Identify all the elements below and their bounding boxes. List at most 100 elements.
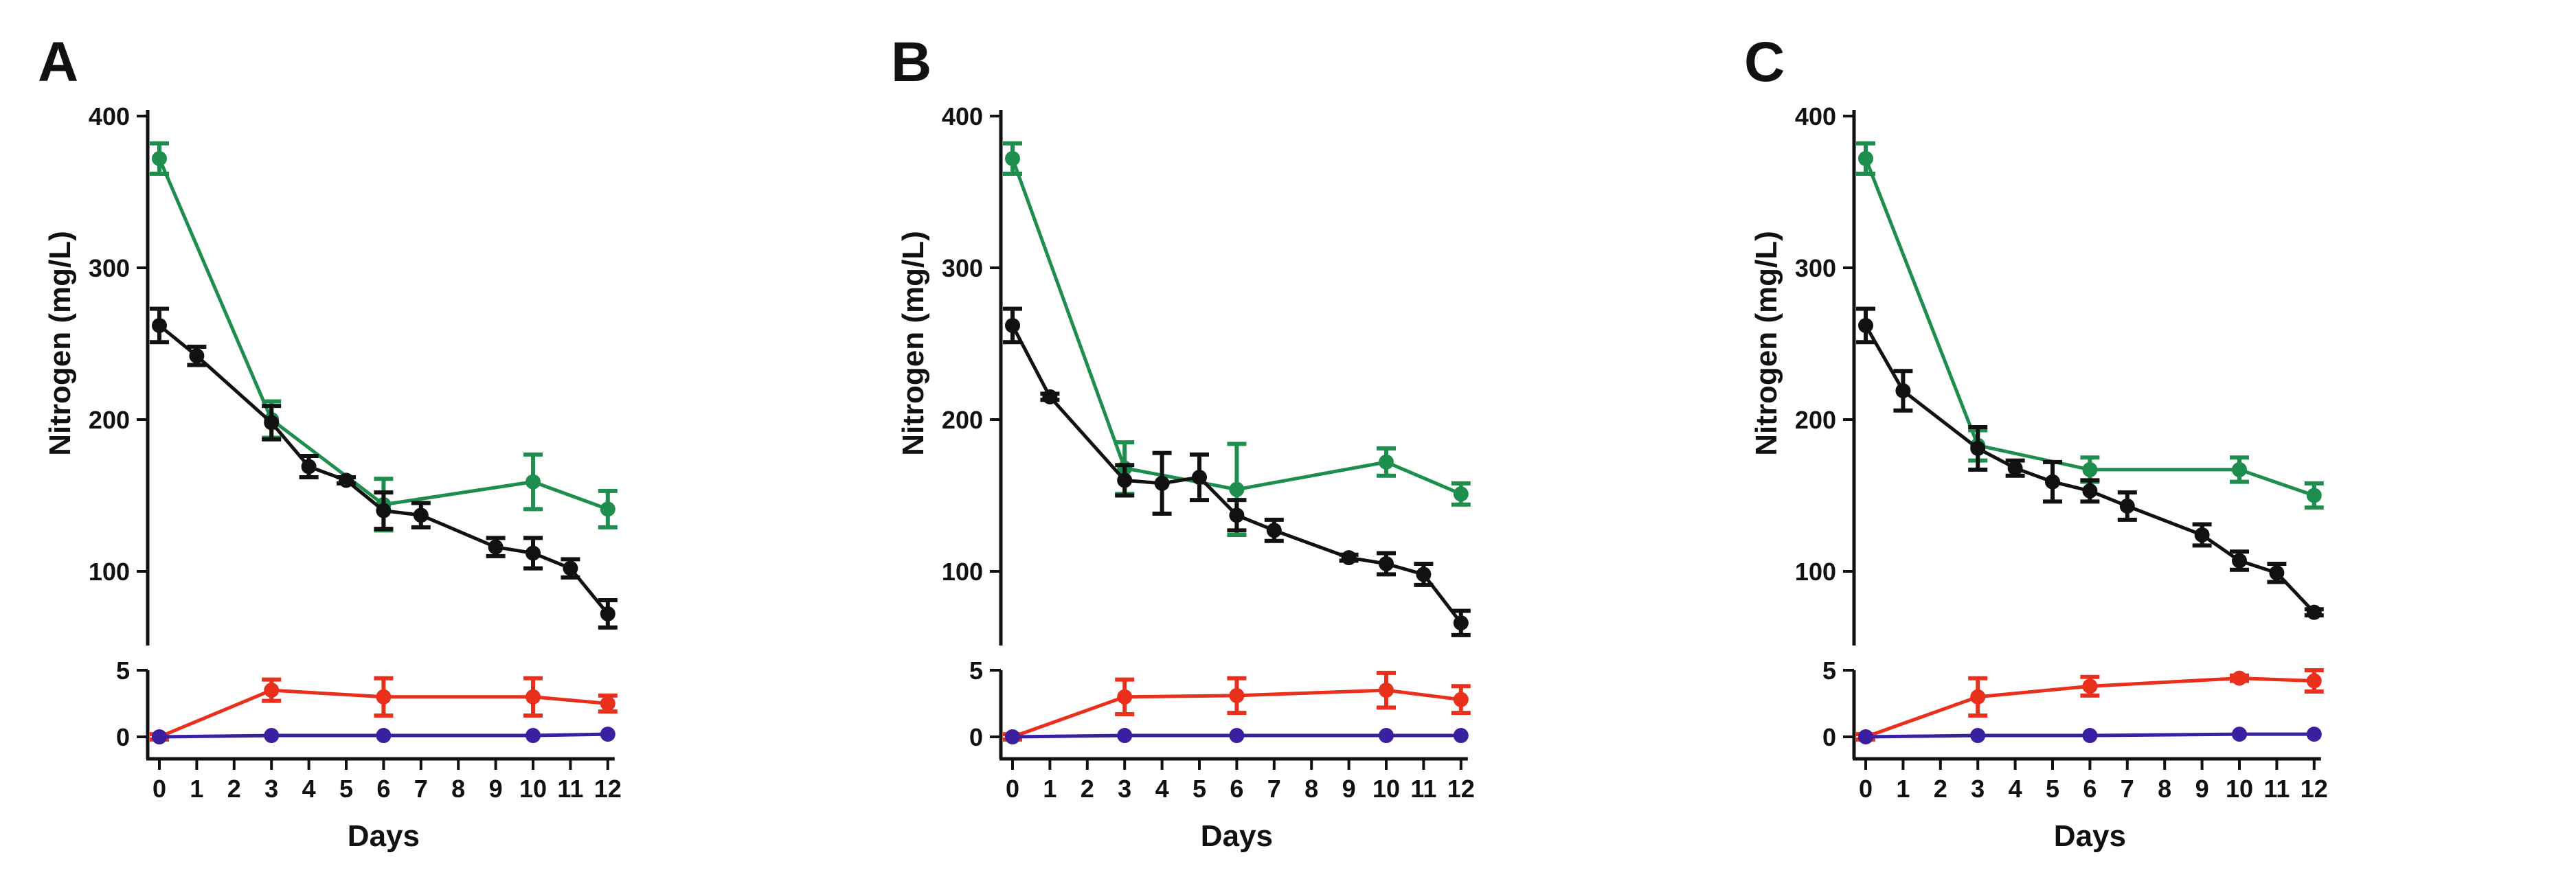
data-point-red (2082, 678, 2098, 694)
y-tick-label: 200 (942, 406, 983, 434)
x-axis-title: Days (348, 819, 420, 853)
x-tick-label: 4 (1155, 775, 1169, 803)
data-point-black (1341, 550, 1357, 566)
y-axis-title: Nitrogen (mg/L) (896, 231, 930, 456)
y-tick-label: 200 (89, 406, 130, 434)
x-tick-label: 11 (557, 775, 583, 803)
x-tick-label: 9 (2195, 775, 2209, 803)
panel-label: A (38, 31, 78, 93)
y-tick-label: 0 (116, 723, 130, 751)
x-tick-label: 11 (1410, 775, 1436, 803)
x-tick-label: 10 (1372, 775, 1400, 803)
series-green (1003, 141, 1471, 537)
data-point-black (526, 545, 541, 561)
data-point-green (1005, 150, 1020, 166)
data-point-black (2082, 483, 2098, 499)
x-tick-label: 7 (1267, 775, 1281, 803)
y-tick-label: 300 (89, 254, 130, 282)
x-tick-label: 9 (1342, 775, 1356, 803)
y-tick-label: 100 (89, 558, 130, 586)
data-point-black (1970, 440, 1986, 456)
y-tick-label: 5 (116, 657, 130, 685)
y-axis-title: Nitrogen (mg/L) (1750, 231, 1783, 456)
data-point-purple (264, 728, 280, 744)
panel-label: B (891, 31, 931, 93)
data-point-black (600, 606, 615, 621)
x-tick-label: 12 (1447, 775, 1475, 803)
x-tick-label: 4 (2009, 775, 2022, 803)
data-point-red (2232, 670, 2247, 686)
x-tick-label: 12 (594, 775, 622, 803)
x-tick-label: 0 (1859, 775, 1873, 803)
x-tick-label: 5 (339, 775, 353, 803)
data-point-black (1117, 472, 1133, 488)
x-tick-label: 11 (2263, 775, 2290, 803)
data-point-black (563, 560, 578, 576)
data-point-green (1229, 481, 1245, 497)
panel-label: C (1744, 31, 1785, 93)
data-point-black (2194, 527, 2210, 543)
data-point-purple (2306, 727, 2322, 742)
data-point-black (1154, 475, 1170, 491)
data-point-green (1858, 150, 1873, 166)
data-point-purple (1005, 729, 1020, 744)
data-point-black (2306, 604, 2322, 620)
x-tick-label: 1 (1043, 775, 1057, 803)
x-tick-label: 2 (227, 775, 241, 803)
data-point-purple (376, 728, 392, 744)
data-point-black (152, 317, 167, 333)
data-point-black (376, 503, 392, 518)
data-point-purple (1379, 728, 1394, 744)
data-point-red (2306, 673, 2322, 689)
y-tick-label: 400 (1795, 102, 1836, 130)
y-tick-label: 5 (969, 657, 983, 685)
data-point-black (2045, 474, 2060, 490)
data-point-black (1266, 523, 1282, 538)
x-tick-label: 8 (451, 775, 465, 803)
x-tick-label: 6 (1230, 775, 1243, 803)
x-tick-label: 4 (302, 775, 316, 803)
data-point-black (1042, 389, 1058, 404)
x-tick-label: 2 (1934, 775, 1947, 803)
y-tick-label: 300 (1795, 254, 1836, 282)
data-point-green (1379, 454, 1394, 470)
data-point-black (1895, 383, 1911, 399)
series-purple (152, 727, 615, 744)
data-point-purple (152, 729, 167, 744)
data-point-purple (1117, 728, 1133, 744)
x-tick-label: 2 (1081, 775, 1094, 803)
data-point-red (600, 696, 615, 711)
y-tick-label: 0 (969, 723, 983, 751)
data-point-black (301, 459, 317, 475)
series-green (150, 141, 618, 533)
y-tick-label: 200 (1795, 406, 1836, 434)
y-tick-label: 400 (89, 102, 130, 130)
x-tick-label: 10 (2226, 775, 2253, 803)
x-tick-label: 3 (264, 775, 278, 803)
data-point-purple (2082, 728, 2098, 744)
data-point-green (152, 150, 167, 166)
y-tick-label: 100 (942, 558, 983, 586)
x-tick-label: 0 (1006, 775, 1019, 803)
series-black (1856, 306, 2324, 620)
data-point-black (1379, 556, 1394, 571)
data-point-black (1005, 317, 1020, 333)
y-axis-title: Nitrogen (mg/L) (43, 231, 77, 456)
data-point-red (1229, 687, 1245, 703)
x-axis-title: Days (2054, 819, 2126, 853)
series-green (1856, 141, 2324, 510)
x-axis-title: Days (1201, 819, 1273, 853)
data-point-green (526, 474, 541, 490)
data-point-black (2119, 498, 2135, 514)
series-black (150, 306, 618, 630)
data-point-black (1858, 317, 1873, 333)
y-tick-label: 0 (1822, 723, 1836, 751)
data-point-black (339, 472, 354, 488)
data-point-black (1416, 567, 1432, 582)
data-point-red (264, 683, 280, 698)
x-tick-label: 6 (376, 775, 390, 803)
x-tick-label: 5 (2046, 775, 2059, 803)
data-point-red (526, 689, 541, 705)
x-tick-label: 1 (190, 775, 203, 803)
series-purple (1858, 727, 2322, 744)
